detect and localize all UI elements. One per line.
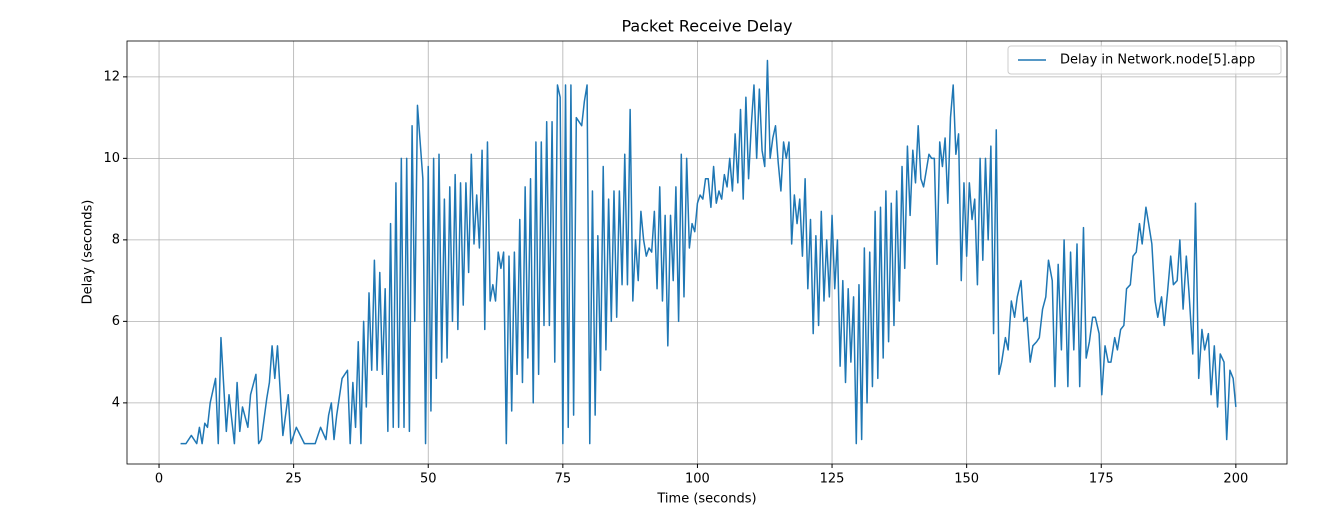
x-tick-label: 150 [954, 472, 979, 487]
data-line [180, 59, 1237, 445]
x-tick-label: 0 [155, 472, 163, 487]
legend-label: Delay in Network.node[5].app [1060, 53, 1255, 68]
x-tick-label: 175 [1089, 472, 1114, 487]
chart-title: Packet Receive Delay [621, 17, 792, 36]
legend [1007, 45, 1282, 75]
x-tick-label: 50 [420, 472, 437, 487]
y-tick-label: 10 [103, 151, 120, 166]
x-tick-label: 125 [820, 472, 845, 487]
y-axis-label: Delay (seconds) [81, 200, 96, 305]
plot-frame [126, 40, 1288, 465]
x-tick-label: 25 [285, 472, 302, 487]
y-tick-label: 8 [112, 232, 120, 247]
x-axis-label: Time (seconds) [656, 492, 756, 507]
x-tick-label: 75 [555, 472, 572, 487]
y-tick-label: 6 [112, 314, 120, 329]
x-tick-label: 200 [1223, 472, 1248, 487]
y-tick-label: 12 [103, 69, 120, 84]
y-tick-label: 4 [112, 395, 120, 410]
x-tick-label: 100 [685, 472, 710, 487]
